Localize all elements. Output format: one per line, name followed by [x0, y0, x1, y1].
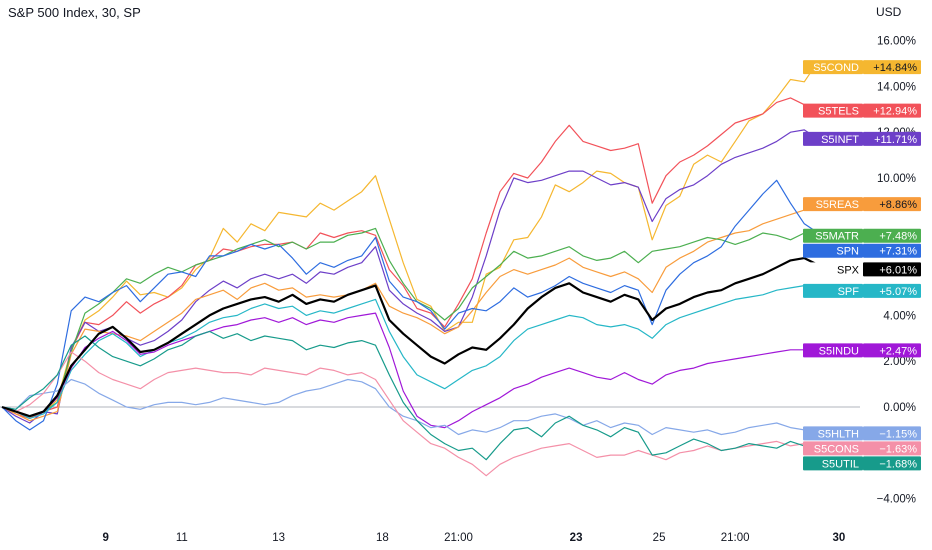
badge-name-box	[803, 283, 863, 298]
badge-name-box	[803, 343, 863, 358]
badge-value-box	[863, 426, 921, 441]
series-line-s5util	[1, 330, 833, 461]
badge-name-text: S5TELS	[818, 106, 859, 118]
badge-name-text: S5MATR	[815, 231, 859, 243]
y-tick-label: −4.00%	[877, 494, 916, 506]
x-tick-label: 11	[176, 532, 188, 544]
badge-value-box	[863, 243, 921, 258]
y-tick-label: 16.00%	[877, 36, 916, 48]
badge-name-text: SPF	[838, 286, 860, 298]
badge-value-text: +6.01%	[879, 264, 917, 276]
y-tick-label: 0.00%	[883, 402, 916, 414]
x-tick-label: 25	[653, 532, 666, 544]
series-badge-s5cond: S5COND +14.84%	[803, 60, 921, 75]
badge-name-text: S5INDU	[819, 345, 859, 357]
series-line-s5matr	[1, 227, 833, 417]
y-tick-label: 10.00%	[877, 173, 916, 185]
badge-name-box	[803, 103, 863, 118]
badge-value-box	[863, 283, 921, 298]
badge-value-text: +12.94%	[873, 106, 917, 118]
badge-value-text: +14.84%	[873, 62, 917, 74]
y-tick-label: 4.00%	[883, 310, 916, 322]
series-line-s5indu	[1, 312, 833, 429]
y-tick-label: 14.00%	[877, 81, 916, 93]
x-tick-label: 30	[833, 532, 846, 544]
series-line-spn	[1, 179, 833, 431]
badge-value-text: +5.07%	[879, 286, 917, 298]
series-badge-spn: SPN +7.31%	[803, 243, 921, 258]
badge-name-text: SPN	[836, 246, 859, 258]
badge-name-box	[803, 228, 863, 243]
badge-name-text: S5CONS	[814, 443, 859, 455]
x-tick-label: 21:00	[721, 532, 750, 544]
badge-name-box	[803, 60, 863, 75]
badge-name-text: S5HLTH	[818, 428, 859, 440]
badge-name-box	[803, 197, 863, 212]
badge-value-text: +7.48%	[879, 231, 917, 243]
badge-value-box	[863, 131, 921, 146]
series-line-s5reas	[1, 203, 833, 422]
badge-value-text: +2.47%	[879, 345, 917, 357]
series-line-spf	[1, 285, 833, 419]
badge-value-text: −1.68%	[879, 458, 917, 470]
series-badge-spx: SPX +6.01%	[803, 262, 921, 277]
x-tick-label: 21:00	[444, 532, 473, 544]
badge-name-box	[803, 131, 863, 146]
badge-value-text: −1.15%	[879, 428, 917, 440]
series-badge-s5cons: S5CONS −1.63%	[803, 441, 921, 456]
badge-name-text: S5INFT	[821, 134, 859, 146]
badge-name-text: S5COND	[813, 62, 859, 74]
badge-value-box	[863, 343, 921, 358]
series-badge-s5inft: S5INFT +11.71%	[803, 131, 921, 146]
badge-value-text: +7.31%	[879, 246, 917, 258]
x-tick-label: 18	[376, 532, 389, 544]
series-badge-s5util: S5UTIL −1.68%	[803, 456, 921, 471]
badge-value-box	[863, 103, 921, 118]
badge-name-box	[803, 456, 863, 471]
badge-value-box	[863, 228, 921, 243]
badge-name-box	[803, 441, 863, 456]
series-badge-s5reas: S5REAS +8.86%	[803, 197, 921, 212]
x-tick-label: 9	[103, 532, 109, 544]
badge-name-text: S5REAS	[816, 199, 859, 211]
y-tick-label: 2.00%	[883, 356, 916, 368]
currency-label: USD	[876, 5, 902, 19]
series-badge-s5indu: S5INDU +2.47%	[803, 343, 921, 358]
series-badge-spf: SPF +5.07%	[803, 283, 921, 298]
badge-value-text: −1.63%	[879, 443, 917, 455]
x-tick-label: 13	[272, 532, 285, 544]
series-line-s5inft	[1, 129, 833, 424]
series-line-s5tels	[1, 97, 833, 419]
series-badge-s5tels: S5TELS +12.94%	[803, 103, 921, 118]
badge-value-box	[863, 456, 921, 471]
series-line-s5cond	[1, 60, 833, 419]
badge-name-box	[803, 426, 863, 441]
badge-name-text: SPX	[837, 264, 860, 276]
badge-value-box	[863, 60, 921, 75]
badge-value-text: +8.86%	[879, 199, 917, 211]
chart-title: S&P 500 Index, 30, SP	[8, 5, 141, 20]
badge-value-box	[863, 441, 921, 456]
x-tick-label: 23	[570, 532, 583, 544]
badge-name-box	[803, 262, 863, 277]
badge-value-box	[863, 262, 921, 277]
series-line-s5cons	[1, 351, 833, 477]
badge-value-text: +11.71%	[874, 134, 917, 146]
badge-name-box	[803, 243, 863, 258]
series-badge-s5hlth: S5HLTH −1.15%	[803, 426, 921, 441]
series-line-spx	[1, 257, 833, 418]
series-badge-s5matr: S5MATR +7.48%	[803, 228, 921, 243]
badge-name-text: S5UTIL	[822, 458, 859, 470]
badge-value-box	[863, 197, 921, 212]
